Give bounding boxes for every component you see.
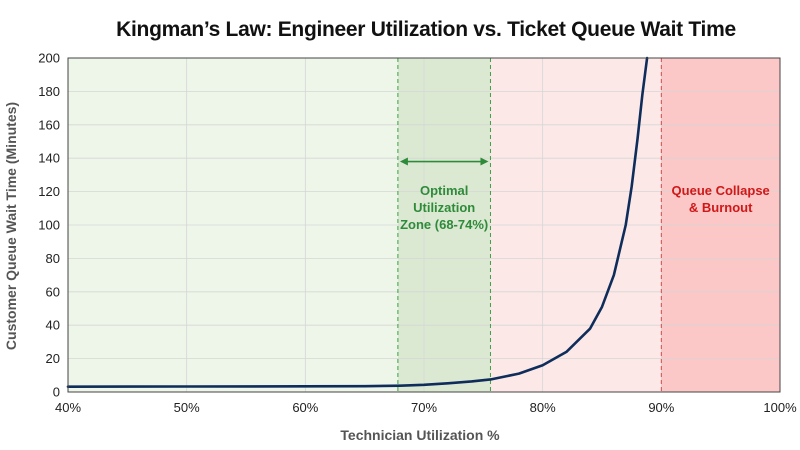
plot-frame xyxy=(67,57,781,393)
collapse-zone-label: Queue Collapse xyxy=(672,183,770,198)
collapse-zone-label: & Burnout xyxy=(689,200,753,215)
x-tick-label: 100% xyxy=(763,400,797,415)
line-layer xyxy=(66,56,649,388)
axis-layer: 40% 50% 60% 70% 80% 90% 100% 0 20 40 60 80 100 120 140… xyxy=(38,51,797,416)
y-tick-label: 60 xyxy=(46,284,60,299)
y-tick-label: 160 xyxy=(38,117,60,132)
x-tick-label: 40% xyxy=(55,400,81,415)
wait-time-line xyxy=(66,56,649,388)
x-tick-label: 60% xyxy=(292,400,318,415)
arrow-head-right xyxy=(480,157,489,166)
chart-title: Kingman’s Law: Engineer Utilization vs. … xyxy=(116,18,736,41)
x-axis-label: Technician Utilization % xyxy=(340,427,500,443)
y-tick-label: 0 xyxy=(53,385,60,400)
x-tick-label: 50% xyxy=(174,400,200,415)
y-axis-label: Customer Queue Wait Time (Minutes) xyxy=(3,102,19,350)
optimal-zone-label: Utilization xyxy=(413,200,475,215)
x-tick-label: 80% xyxy=(530,400,556,415)
y-tick-label: 100 xyxy=(38,218,60,233)
y-tick-label: 80 xyxy=(46,251,60,266)
x-tick-label: 70% xyxy=(411,400,437,415)
y-tick-label: 200 xyxy=(38,51,60,66)
y-tick-label: 140 xyxy=(38,151,60,166)
y-tick-label: 120 xyxy=(38,184,60,199)
y-tick-label: 180 xyxy=(38,84,60,99)
arrow-head-left xyxy=(399,157,408,166)
y-tick-label: 40 xyxy=(46,318,60,333)
optimal-zone-label: Zone (68-74%) xyxy=(400,217,488,232)
optimal-zone-label: Optimal xyxy=(420,183,468,198)
y-tick-label: 20 xyxy=(46,351,60,366)
annotation-layer: Optimal Utilization Zone (68-74%) Queue Col… xyxy=(399,157,770,232)
x-tick-label: 90% xyxy=(648,400,674,415)
